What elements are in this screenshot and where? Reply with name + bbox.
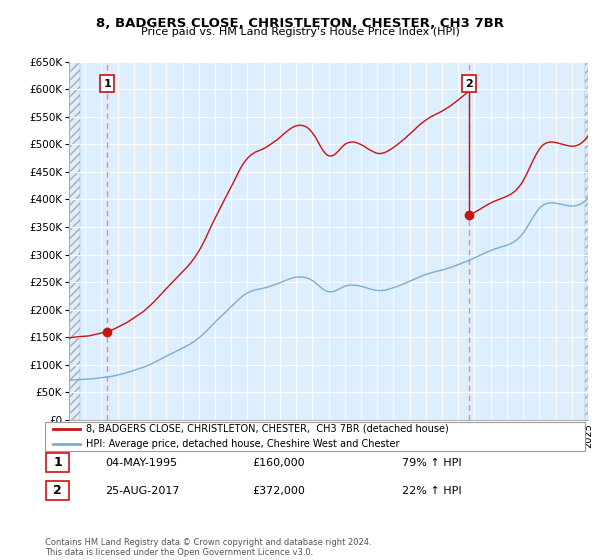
Text: Contains HM Land Registry data © Crown copyright and database right 2024.
This d: Contains HM Land Registry data © Crown c… bbox=[45, 538, 371, 557]
Text: 8, BADGERS CLOSE, CHRISTLETON, CHESTER,  CH3 7BR (detached house): 8, BADGERS CLOSE, CHRISTLETON, CHESTER, … bbox=[86, 424, 448, 434]
Text: 8, BADGERS CLOSE, CHRISTLETON, CHESTER, CH3 7BR: 8, BADGERS CLOSE, CHRISTLETON, CHESTER, … bbox=[96, 17, 504, 30]
Text: 2: 2 bbox=[53, 484, 62, 497]
FancyBboxPatch shape bbox=[46, 453, 69, 472]
Text: 1: 1 bbox=[53, 456, 62, 469]
Text: Price paid vs. HM Land Registry's House Price Index (HPI): Price paid vs. HM Land Registry's House … bbox=[140, 27, 460, 38]
Text: 04-MAY-1995: 04-MAY-1995 bbox=[105, 458, 177, 468]
Text: 2: 2 bbox=[465, 78, 473, 88]
Text: 1: 1 bbox=[103, 78, 111, 88]
FancyBboxPatch shape bbox=[46, 481, 69, 500]
Text: 25-AUG-2017: 25-AUG-2017 bbox=[105, 486, 179, 496]
Text: £372,000: £372,000 bbox=[252, 486, 305, 496]
Text: 22% ↑ HPI: 22% ↑ HPI bbox=[402, 486, 461, 496]
Text: 79% ↑ HPI: 79% ↑ HPI bbox=[402, 458, 461, 468]
Text: £160,000: £160,000 bbox=[252, 458, 305, 468]
FancyBboxPatch shape bbox=[45, 422, 585, 451]
Text: HPI: Average price, detached house, Cheshire West and Chester: HPI: Average price, detached house, Ches… bbox=[86, 440, 399, 449]
